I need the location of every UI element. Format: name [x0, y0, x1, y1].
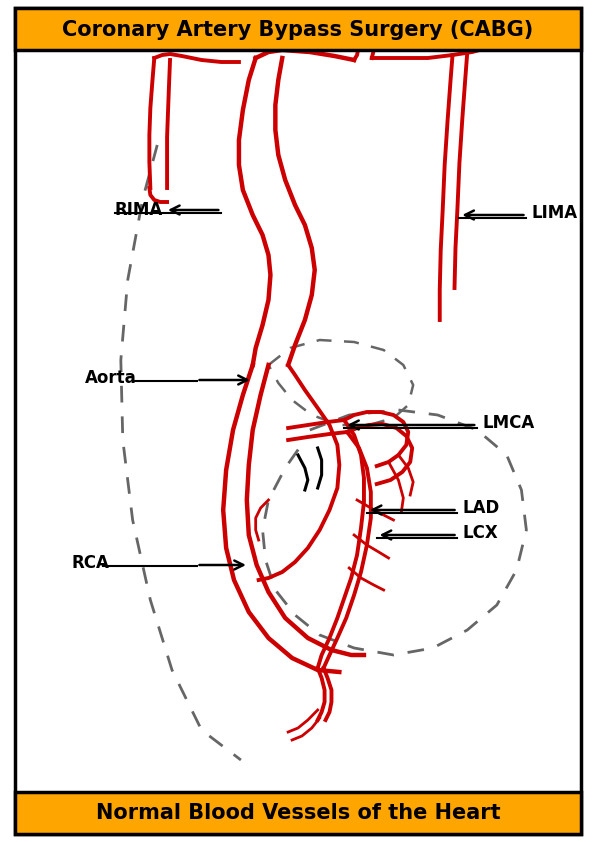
- Text: RIMA: RIMA: [115, 201, 163, 219]
- Text: LMCA: LMCA: [482, 414, 535, 432]
- Text: LIMA: LIMA: [531, 204, 578, 222]
- Text: Coronary Artery Bypass Surgery (CABG): Coronary Artery Bypass Surgery (CABG): [63, 20, 533, 40]
- Text: Normal Blood Vessels of the Heart: Normal Blood Vessels of the Heart: [96, 803, 500, 823]
- Bar: [14, 792, 582, 834]
- Text: Aorta: Aorta: [85, 369, 137, 387]
- Text: RCA: RCA: [72, 554, 110, 572]
- Text: LAD: LAD: [462, 499, 499, 517]
- Text: LCX: LCX: [462, 524, 498, 542]
- Bar: [14, 8, 582, 50]
